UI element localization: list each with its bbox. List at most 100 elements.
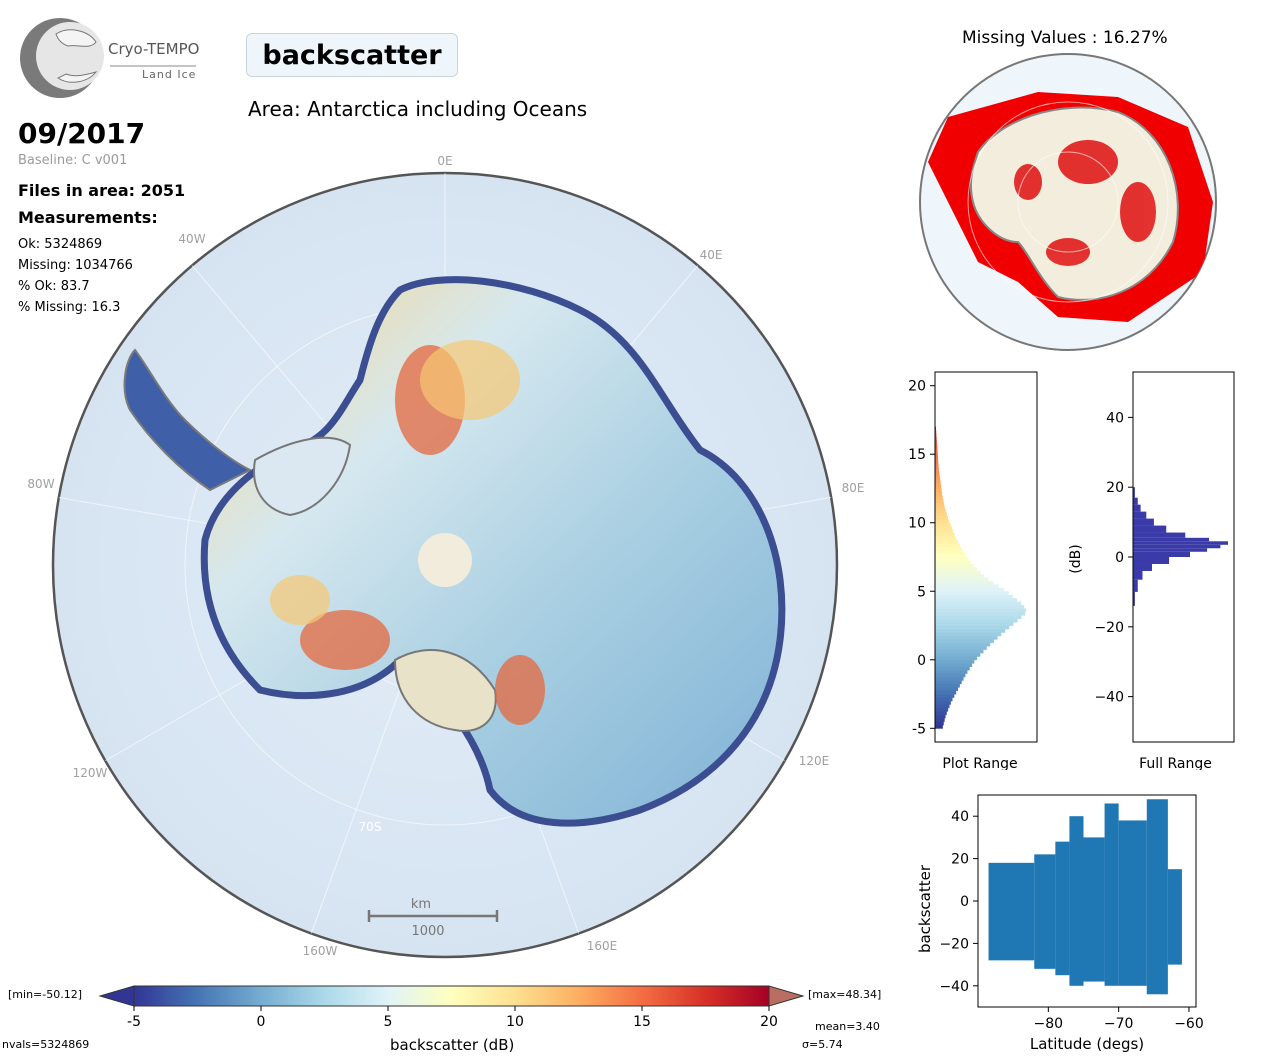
plot-range-bar	[935, 649, 984, 654]
plot-range-bar	[935, 533, 955, 537]
full-range-bar	[1133, 504, 1141, 512]
plot-range-bar	[935, 495, 943, 500]
plot-range-bar	[935, 676, 964, 681]
plot-range-bar	[935, 526, 952, 530]
plot-range-bar	[935, 512, 947, 517]
stat-pct-missing: % Missing: 16.3	[18, 300, 121, 315]
plot-range-bar	[935, 642, 991, 647]
plot-range-bar	[935, 659, 975, 664]
scatter-point-cloud	[1146, 799, 1168, 995]
colorbar-gradient	[133, 985, 770, 1007]
full-range-bar	[1133, 518, 1154, 526]
plot-range-bar	[935, 714, 946, 719]
plot-range-bar	[935, 707, 949, 712]
plot-range-bar	[935, 485, 942, 489]
logo-subtitle: Land Ice	[142, 68, 197, 81]
plot-range-bar	[935, 502, 945, 507]
scatter-points	[988, 799, 1182, 995]
plot-range-bar	[935, 625, 1010, 630]
plot-range-bar	[935, 604, 1025, 609]
stat-pct-ok: % Ok: 83.7	[18, 279, 90, 294]
plot-range-bar	[935, 454, 938, 459]
scatter-latitude: 40 20 0 −20 −40 −80 −70 −60 Latitude (degs) backs…	[916, 794, 1204, 1053]
plot-range-bar	[935, 680, 962, 685]
full-range-bar	[1133, 544, 1221, 549]
full-range-bar	[1133, 541, 1228, 545]
plot-range-bar	[935, 426, 937, 431]
full-range-bar	[1133, 563, 1152, 571]
scatter-point-cloud	[988, 862, 1035, 961]
plot-range-bar	[935, 694, 955, 698]
pole-hole	[418, 533, 472, 587]
date-label: 09/2017	[18, 117, 146, 150]
plot-range-bar	[935, 491, 943, 496]
weddell-shelf	[253, 436, 352, 517]
scatter-point-cloud	[1034, 854, 1056, 969]
scale-unit: km	[411, 897, 431, 912]
plot-range-bar	[935, 598, 1018, 602]
colorbar-extend-min	[98, 985, 135, 1007]
scatter-point-cloud	[1118, 820, 1147, 986]
plot-range-bar	[935, 618, 1018, 623]
plot-range-bar	[935, 481, 941, 486]
plot-range-bar	[935, 628, 1006, 633]
missing-map	[919, 53, 1217, 351]
full-range-ytick-label: 20	[1106, 480, 1124, 496]
lon-label-80e: 80E	[842, 481, 865, 495]
plot-range-bar	[935, 697, 953, 702]
plot-range-bar	[935, 536, 957, 541]
colorbar-sigma: σ=5.74	[802, 1038, 843, 1051]
full-range-bar	[1133, 537, 1209, 542]
plot-range-bar	[935, 519, 950, 524]
plot-range-bar	[935, 433, 937, 438]
full-range-ytick-label: 40	[1106, 410, 1124, 426]
full-range-bar	[1133, 497, 1138, 505]
lon-label-0e: 0E	[437, 154, 452, 168]
plot-range-bar	[935, 553, 967, 558]
plot-range-bar	[935, 557, 969, 561]
plot-range-bar	[935, 567, 977, 572]
scatter-ytick-label: −20	[939, 936, 969, 952]
measurements-heading: Measurements:	[18, 208, 158, 227]
full-range-bar	[1133, 557, 1170, 564]
colorbar-tick-label: 20	[760, 1014, 778, 1030]
scatter-ytick-label: 20	[951, 852, 969, 868]
colorbar-extend-max	[768, 985, 805, 1007]
plot-range-ytick-label: -5	[912, 721, 926, 737]
full-range-xlabel: Full Range	[1139, 756, 1212, 770]
full-range-bar	[1133, 591, 1135, 606]
logo-name: Cryo-TEMPO	[108, 40, 200, 58]
plot-range-bar	[935, 663, 973, 668]
lon-label-160e: 160E	[587, 939, 618, 953]
full-range-bar	[1133, 525, 1167, 533]
parameter-title: backscatter	[246, 33, 458, 77]
scatter-point-cloud	[1167, 869, 1182, 965]
scatter-ytick-label: 0	[960, 894, 969, 910]
plot-range-bar	[935, 457, 939, 462]
plot-range-xlabel: Plot Range	[942, 756, 1017, 770]
plot-range-bar	[935, 718, 945, 722]
full-range-bars	[1133, 487, 1228, 606]
scatter-xtick-label: −60	[1174, 1016, 1204, 1032]
scale-value: 1000	[411, 924, 444, 939]
colorbar: -5 0 5 10 15 20	[98, 985, 805, 1030]
main-map: 0E 40E 80E 120E 160E 160W 120W 80W 40W 7…	[27, 154, 865, 959]
plot-range-bar	[935, 543, 960, 548]
plot-range-bar	[935, 700, 951, 705]
plot-range-bar	[935, 666, 970, 671]
full-range-ylabel: (dB)	[1068, 544, 1084, 573]
plot-range-bar	[935, 505, 945, 510]
logo: Cryo-TEMPO Land Ice	[18, 16, 200, 100]
plot-range-bar	[935, 656, 978, 661]
colorbar-tick-label: 0	[257, 1014, 266, 1030]
plot-range-bar	[935, 474, 940, 479]
full-range-bar	[1133, 551, 1190, 557]
lon-label-120w: 120W	[73, 766, 108, 780]
plot-range-bar	[935, 450, 938, 455]
full-range-ytick-label: −20	[1094, 620, 1124, 636]
scatter-point-cloud	[1055, 841, 1070, 976]
lon-label-40w: 40W	[178, 232, 205, 246]
colorbar-label: backscatter (dB)	[390, 1036, 515, 1054]
plot-range-bar	[935, 563, 974, 568]
colorbar-nvals: nvals=5324869	[2, 1038, 90, 1051]
